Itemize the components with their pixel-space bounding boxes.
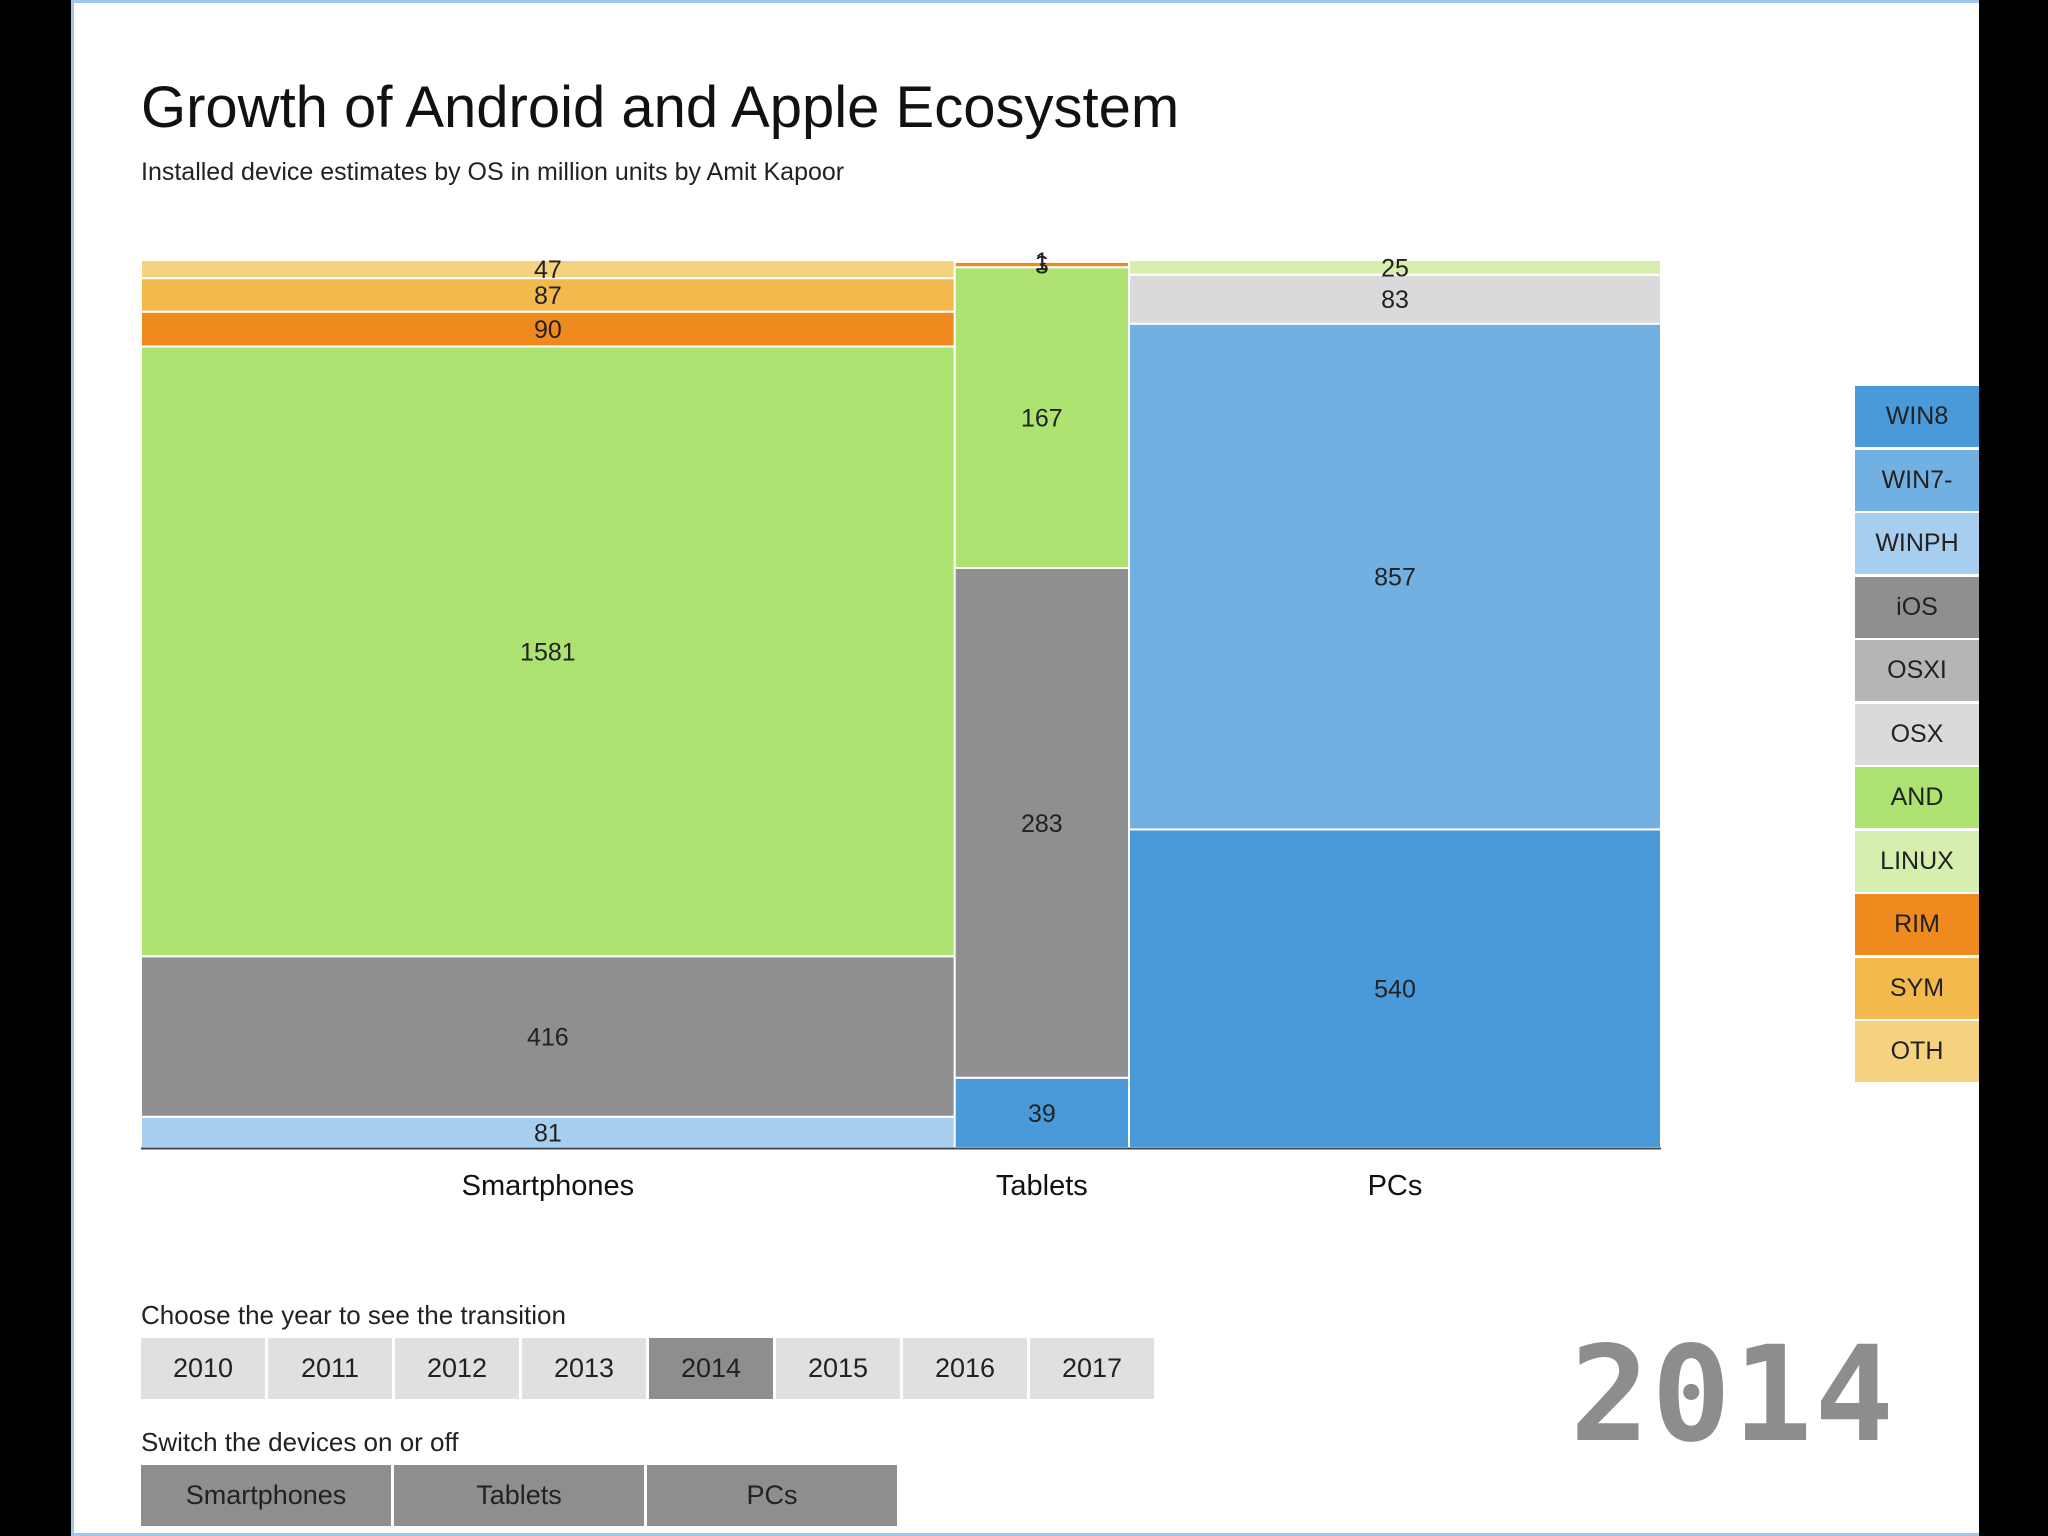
value-label-pcs-osx: 83 bbox=[1381, 286, 1409, 314]
legend-item-oth[interactable]: OTH bbox=[1855, 1021, 1979, 1082]
cell-tablets-ios[interactable] bbox=[953, 567, 1130, 1079]
current-year-display: 2014 bbox=[1570, 1318, 1896, 1472]
value-label-pcs-linux: 25 bbox=[1381, 254, 1409, 282]
legend-item-osxi[interactable]: OSXI bbox=[1855, 640, 1979, 701]
cell-smartphones-rim[interactable] bbox=[140, 310, 956, 348]
value-label-tablets-ios: 283 bbox=[1021, 810, 1063, 838]
legend-item-linux[interactable]: LINUX bbox=[1855, 830, 1979, 892]
year-button-2010[interactable]: 2010 bbox=[141, 1338, 265, 1399]
category-label-pcs: PCs bbox=[1368, 1170, 1423, 1202]
device-toggle-label: Switch the devices on or off bbox=[141, 1427, 459, 1457]
legend-item-rim[interactable]: RIM bbox=[1855, 894, 1979, 955]
year-button-2017[interactable]: 2017 bbox=[1030, 1338, 1154, 1399]
cell-pcs-win7[interactable] bbox=[1128, 322, 1662, 831]
year-button-2013[interactable]: 2013 bbox=[522, 1338, 646, 1399]
value-label-tablets-rim: 3 bbox=[1035, 252, 1049, 280]
value-label-smartphones-oth: 47 bbox=[534, 256, 562, 284]
value-label-smartphones-sym: 87 bbox=[534, 282, 562, 310]
cell-pcs-osx[interactable] bbox=[1128, 273, 1662, 325]
device-toggle-tablets[interactable]: Tablets bbox=[394, 1465, 644, 1526]
value-label-tablets-oth: 1 bbox=[1035, 248, 1049, 276]
legend-item-and[interactable]: AND bbox=[1855, 767, 1979, 828]
stack-pcs: 540 857 83 25 bbox=[1128, 254, 1662, 1150]
value-label-pcs-win8: 540 bbox=[1374, 976, 1416, 1004]
cell-tablets-and[interactable] bbox=[953, 266, 1130, 570]
value-label-tablets-win8: 39 bbox=[1028, 1100, 1056, 1128]
chart-subtitle: Installed device estimates by OS in mill… bbox=[141, 158, 845, 186]
value-label-smartphones-and: 1581 bbox=[520, 638, 576, 666]
stack-tablets: 39 283 167 31 bbox=[953, 248, 1130, 1150]
year-selector: 2010 2011 2012 2013 2014 2015 2016 2017 bbox=[141, 1338, 1157, 1399]
device-toggle-smartphones[interactable]: Smartphones bbox=[141, 1465, 391, 1526]
legend-item-osx[interactable]: OSX bbox=[1855, 703, 1979, 765]
year-selector-label: Choose the year to see the transition bbox=[141, 1300, 566, 1330]
value-label-tablets-and: 167 bbox=[1021, 405, 1063, 433]
legend-item-ios[interactable]: iOS bbox=[1855, 576, 1979, 638]
category-label-tablets: Tablets bbox=[996, 1170, 1088, 1202]
legend-item-winph[interactable]: WINPH bbox=[1855, 513, 1979, 574]
os-legend: WIN8 WIN7- WINPH iOS OSXI OSX AND LINUX RIM SYM OT… bbox=[1855, 386, 1979, 1085]
chart-title: Growth of Android and Apple Ecosystem bbox=[141, 75, 1180, 140]
cell-pcs-win8[interactable] bbox=[1128, 828, 1662, 1150]
value-label-smartphones-winph: 81 bbox=[534, 1119, 562, 1147]
year-button-2014[interactable]: 2014 bbox=[649, 1338, 773, 1399]
value-label-smartphones-ios: 416 bbox=[527, 1024, 569, 1052]
cell-smartphones-ios[interactable] bbox=[140, 955, 956, 1118]
cell-pcs-linux[interactable] bbox=[1128, 259, 1662, 276]
cell-smartphones-and[interactable] bbox=[140, 345, 956, 958]
year-button-2015[interactable]: 2015 bbox=[776, 1338, 900, 1399]
legend-item-win7[interactable]: WIN7- bbox=[1855, 449, 1979, 511]
value-label-smartphones-rim: 90 bbox=[534, 316, 562, 344]
value-label-pcs-win7: 857 bbox=[1374, 564, 1416, 592]
legend-item-sym[interactable]: SYM bbox=[1855, 957, 1979, 1019]
device-toggle-pcs[interactable]: PCs bbox=[647, 1465, 897, 1526]
category-label-smartphones: Smartphones bbox=[462, 1170, 635, 1202]
device-toggles: Smartphones Tablets PCs bbox=[141, 1465, 900, 1526]
legend-item-win8[interactable]: WIN8 bbox=[1855, 386, 1979, 447]
year-button-2011[interactable]: 2011 bbox=[268, 1338, 392, 1399]
year-button-2016[interactable]: 2016 bbox=[903, 1338, 1027, 1399]
year-button-2012[interactable]: 2012 bbox=[395, 1338, 519, 1399]
